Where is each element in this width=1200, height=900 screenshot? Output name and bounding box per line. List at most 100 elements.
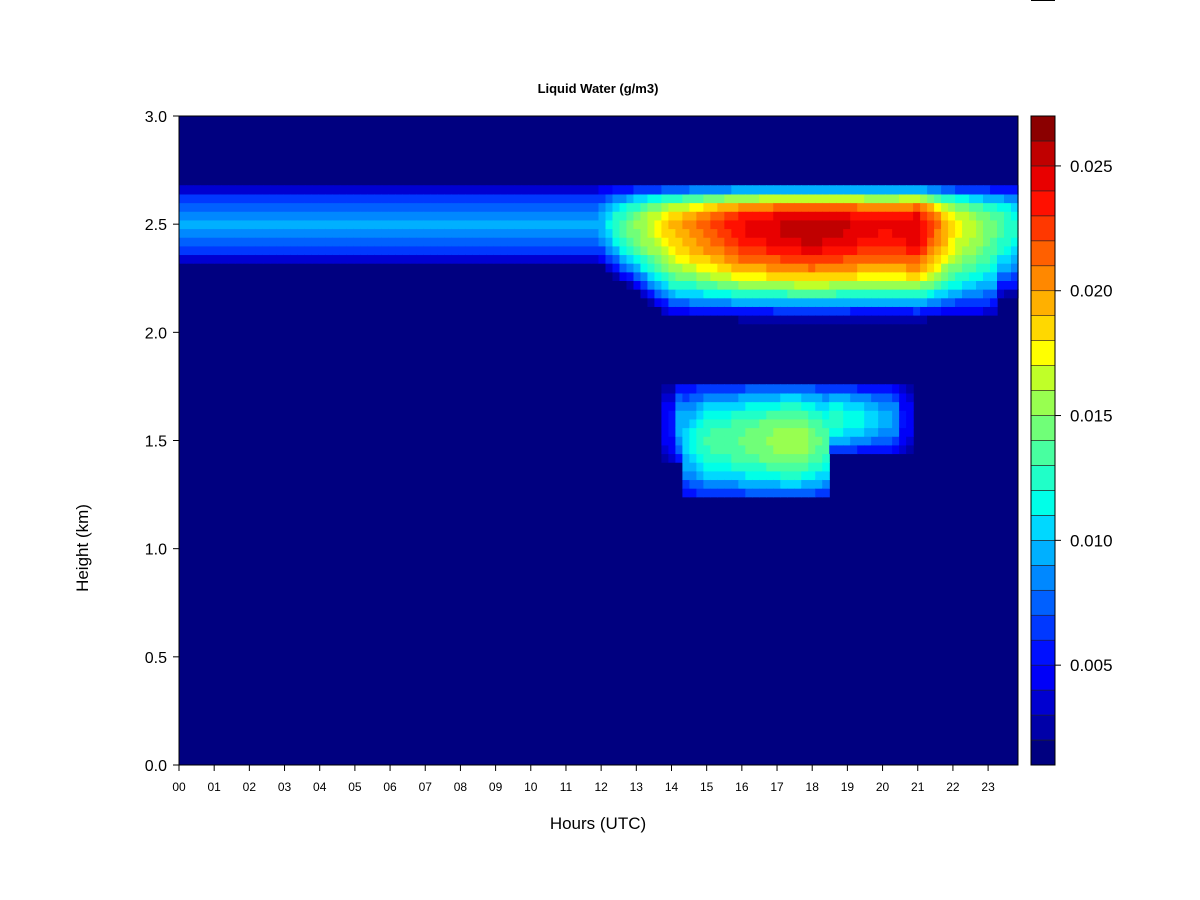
heatmap-cell xyxy=(234,211,243,221)
heatmap-cell xyxy=(528,202,537,212)
colorbar-tick-label: 0.015 xyxy=(1070,407,1113,426)
heatmap-cell xyxy=(577,228,586,238)
heatmap-cell xyxy=(738,470,746,481)
heatmap-cell xyxy=(724,444,732,455)
heatmap-cell xyxy=(822,384,830,394)
heatmap-cell xyxy=(759,427,767,437)
heatmap-cell xyxy=(794,219,802,230)
heatmap-cell xyxy=(388,228,397,238)
heatmap-cell xyxy=(416,228,425,238)
heatmap-cell xyxy=(479,193,488,204)
heatmap-cell xyxy=(325,185,334,195)
heatmap-cell xyxy=(857,263,865,273)
heatmap-cell xyxy=(745,219,753,230)
heatmap-cell xyxy=(1004,237,1012,247)
heatmap-cell xyxy=(255,228,264,238)
heatmap-cell xyxy=(472,228,481,238)
heatmap-cell xyxy=(675,289,683,299)
heatmap-cell xyxy=(794,453,802,463)
heatmap-cell xyxy=(703,254,711,264)
heatmap-cell xyxy=(724,289,732,299)
heatmap-cell xyxy=(661,401,670,411)
heatmap-cell xyxy=(374,254,383,264)
heatmap-cell xyxy=(892,185,900,195)
heatmap-cell xyxy=(710,237,718,247)
heatmap-cell xyxy=(801,488,809,498)
heatmap-cell xyxy=(325,193,334,204)
heatmap-cell xyxy=(976,280,984,290)
heatmap-cell xyxy=(703,297,711,307)
heatmap-cell xyxy=(220,245,229,256)
heatmap-cell xyxy=(871,254,879,264)
heatmap-cell xyxy=(269,193,278,204)
heatmap-cell xyxy=(717,289,725,299)
heatmap-cell xyxy=(724,392,732,403)
heatmap-cell xyxy=(262,202,271,212)
heatmap-cell xyxy=(962,193,970,204)
heatmap-cell xyxy=(724,193,732,204)
heatmap-cell xyxy=(780,427,788,437)
heatmap-cell xyxy=(661,297,670,307)
heatmap-cell xyxy=(962,211,970,221)
heatmap-cell xyxy=(507,237,516,247)
heatmap-cell xyxy=(717,202,725,212)
heatmap-cell xyxy=(857,444,865,455)
heatmap-cell xyxy=(724,401,732,411)
heatmap-cell xyxy=(584,254,593,264)
heatmap-cell xyxy=(815,289,823,299)
heatmap-cell xyxy=(640,263,649,273)
heatmap-cell xyxy=(738,392,746,403)
heatmap-cell xyxy=(801,263,809,273)
heatmap-cell xyxy=(640,245,649,256)
heatmap-cell xyxy=(843,237,851,247)
heatmap-cell xyxy=(976,254,984,264)
heatmap-cell xyxy=(955,202,963,212)
heatmap-cell xyxy=(703,219,711,230)
colorbar-swatch xyxy=(1030,465,1056,491)
heatmap-cell xyxy=(913,202,921,212)
heatmap-cell xyxy=(843,306,851,316)
heatmap-cell xyxy=(262,228,271,238)
heatmap-cell xyxy=(752,263,760,273)
heatmap-cell xyxy=(892,436,900,446)
heatmap-cell xyxy=(185,245,194,256)
heatmap-cell xyxy=(885,289,893,299)
heatmap-cell xyxy=(759,488,767,498)
heatmap-cell xyxy=(885,401,893,411)
heatmap-cell xyxy=(710,436,718,446)
heatmap-cell xyxy=(486,254,495,264)
heatmap-cell xyxy=(759,263,767,273)
heatmap-cell xyxy=(836,185,844,195)
heatmap-cell xyxy=(808,297,816,307)
heatmap-cell xyxy=(724,297,732,307)
heatmap-cell xyxy=(332,219,341,230)
heatmap-cell xyxy=(199,211,208,221)
heatmap-cell xyxy=(535,193,544,204)
heatmap-cell xyxy=(521,211,530,221)
heatmap-cell xyxy=(724,315,732,325)
heatmap-cell xyxy=(332,237,341,247)
heatmap-cell xyxy=(794,427,802,437)
heatmap-cell xyxy=(745,479,753,489)
heatmap-cell xyxy=(339,202,348,212)
heatmap-cell xyxy=(381,254,390,264)
heatmap-cell xyxy=(570,202,579,212)
heatmap-cell xyxy=(808,470,816,481)
heatmap-cell xyxy=(885,280,893,290)
heatmap-cell xyxy=(906,237,914,247)
heatmap-cell xyxy=(472,254,481,264)
heatmap-cell xyxy=(710,211,718,221)
heatmap-cell xyxy=(780,401,788,411)
heatmap-cell xyxy=(871,306,879,316)
heatmap-cell xyxy=(759,211,767,221)
heatmap-cell xyxy=(927,185,935,195)
heatmap-cell xyxy=(899,384,907,394)
heatmap-cell xyxy=(780,211,788,221)
heatmap-cell xyxy=(808,479,816,489)
heatmap-cell xyxy=(444,211,453,221)
heatmap-cell xyxy=(710,418,718,429)
heatmap-cell xyxy=(318,219,327,230)
heatmap-cell xyxy=(773,237,781,247)
heatmap-cell xyxy=(864,436,872,446)
heatmap-cell xyxy=(955,228,963,238)
